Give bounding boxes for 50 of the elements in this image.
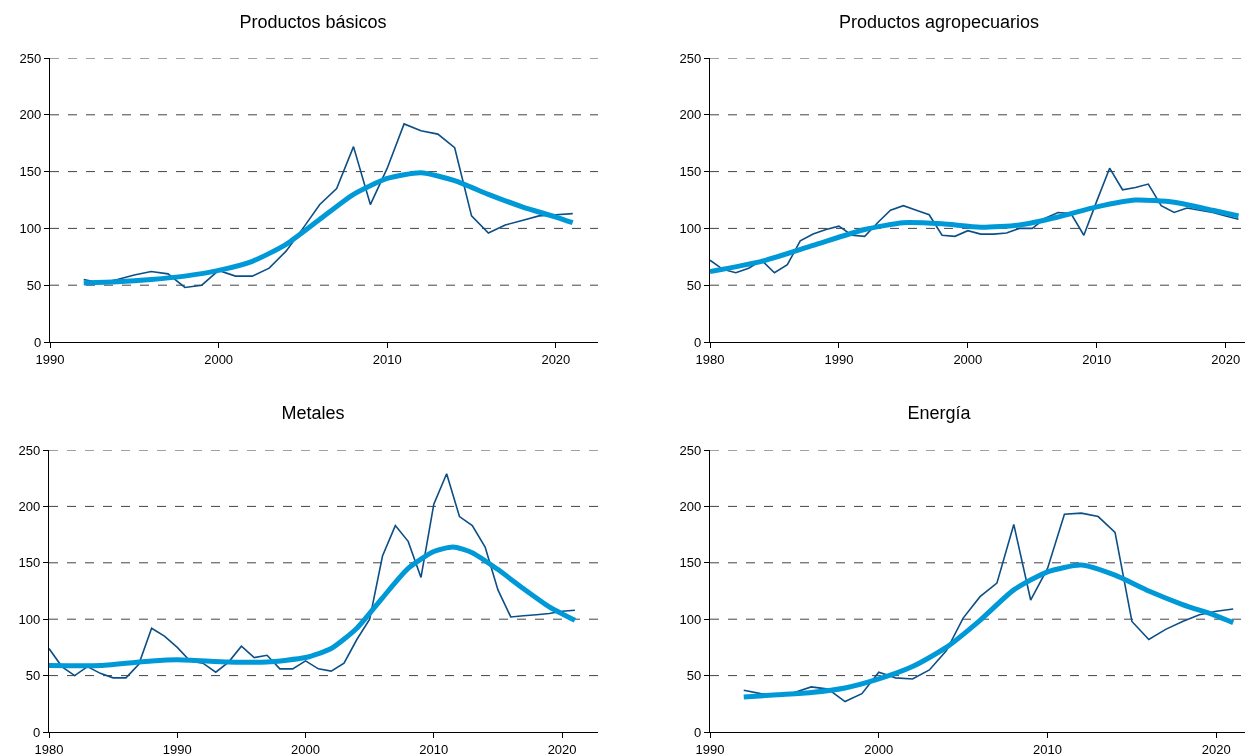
y-tick-label: 150	[18, 555, 41, 571]
y-tick-label: 100	[679, 611, 702, 627]
x-tick-label: 2000	[291, 741, 320, 756]
x-tick-label: 1990	[35, 351, 65, 367]
y-tick-label: 250	[18, 442, 41, 458]
x-tick-label: 2020	[1211, 351, 1241, 367]
x-tick-label: 2020	[541, 351, 571, 367]
y-tick-label: 50	[25, 668, 41, 684]
y-tick-label: 0	[33, 334, 42, 350]
x-tick-label: 2010	[372, 351, 402, 367]
chart-title: Metales	[281, 403, 345, 424]
chart-title: Productos básicos	[239, 12, 387, 33]
x-tick-label: 2010	[1033, 741, 1062, 756]
y-tick-label: 150	[679, 555, 702, 571]
y-tick-label: 0	[32, 724, 41, 740]
x-tick-label: 2020	[1201, 741, 1231, 756]
y-tick-label: 150	[19, 164, 42, 180]
x-tick-label: 2010	[1082, 351, 1112, 367]
y-tick-label: 250	[679, 50, 702, 66]
x-tick-label: 1990	[824, 351, 854, 367]
chart-title: Energía	[907, 403, 972, 424]
x-tick-label: 1990	[695, 741, 725, 756]
line-series	[742, 512, 1234, 703]
y-tick-label: 250	[19, 50, 42, 66]
x-tick-label: 2000	[204, 351, 234, 367]
line-series	[710, 167, 1240, 274]
y-tick-label: 200	[679, 498, 702, 514]
x-tick-label: 2000	[864, 741, 894, 756]
line-series	[82, 123, 574, 289]
y-tick-label: 200	[679, 107, 702, 123]
x-tick-label: 2000	[953, 351, 983, 367]
y-tick-label: 0	[693, 724, 702, 740]
y-tick-label: 50	[686, 668, 702, 684]
y-tick-label: 100	[18, 611, 41, 627]
y-tick-label: 150	[679, 164, 702, 180]
y-tick-label: 250	[679, 442, 702, 458]
y-tick-label: 200	[18, 498, 41, 514]
y-tick-label: 200	[19, 107, 42, 123]
y-tick-label: 50	[686, 277, 702, 293]
y-tick-label: 100	[679, 220, 702, 236]
chart-title: Productos agropecuarios	[838, 12, 1040, 33]
y-tick-label: 50	[26, 277, 42, 293]
x-tick-label: 1990	[162, 741, 192, 756]
x-tick-label: 1980	[695, 351, 725, 367]
x-tick-label: 2020	[547, 741, 577, 756]
y-tick-label: 100	[19, 220, 42, 236]
x-tick-label: 2010	[419, 741, 449, 756]
y-tick-label: 0	[693, 334, 702, 350]
line-series	[49, 472, 576, 679]
x-tick-label: 1980	[34, 741, 64, 756]
